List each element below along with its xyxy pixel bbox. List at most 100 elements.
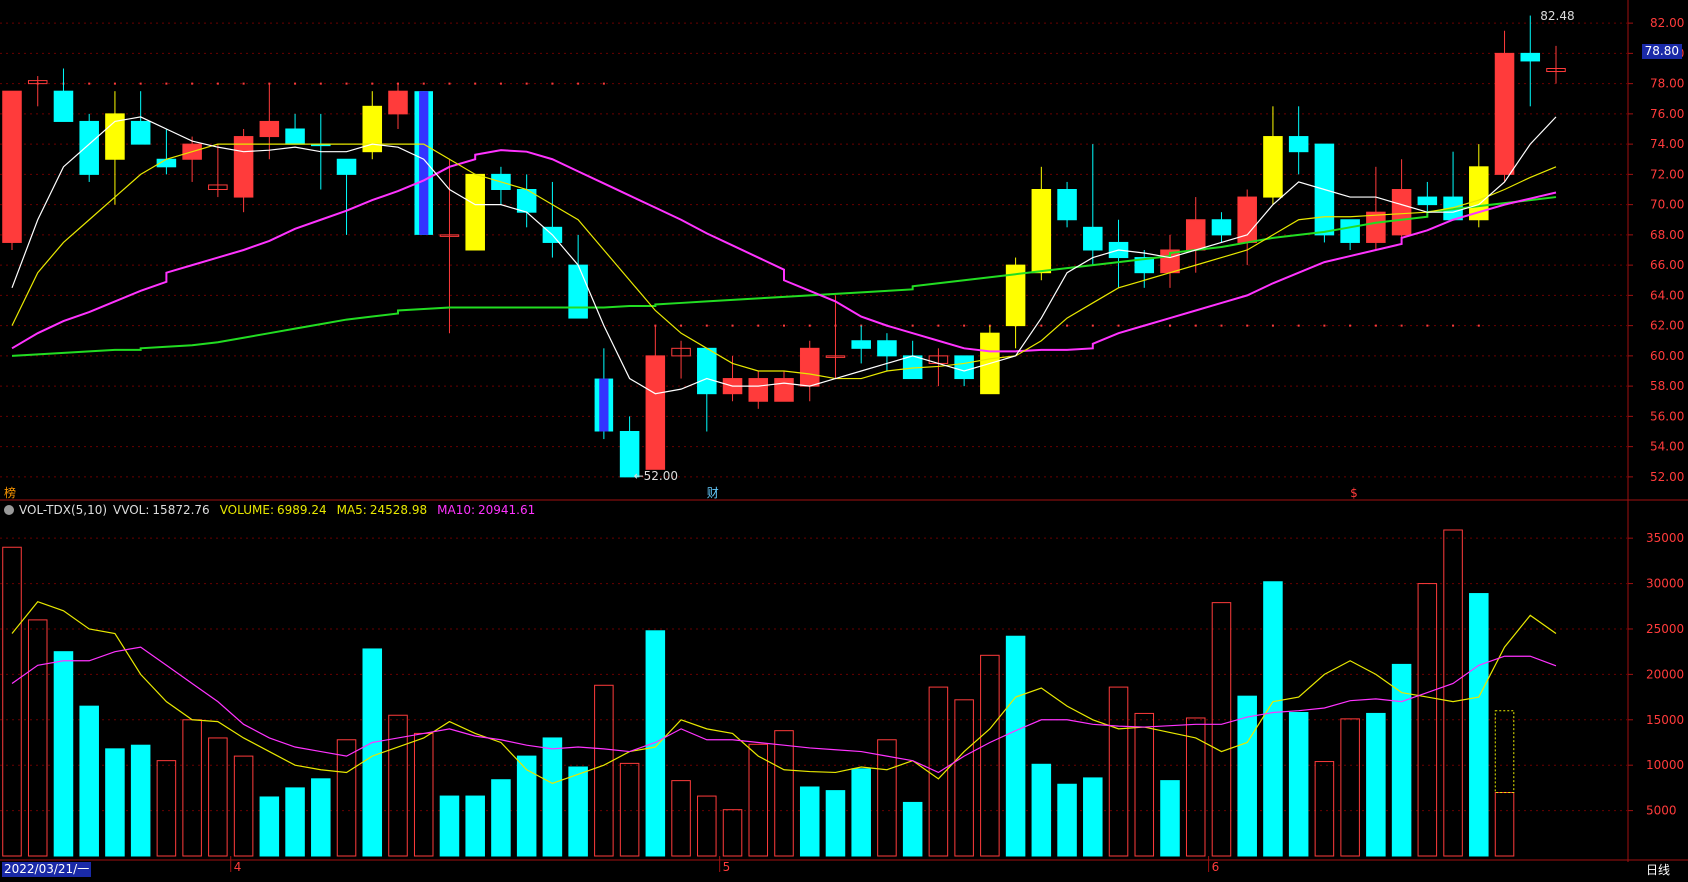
volume-bar <box>825 790 846 857</box>
support-dot <box>1452 324 1455 327</box>
volume-bar <box>1340 718 1360 857</box>
month-label: 6 <box>1212 860 1220 874</box>
support-dot <box>1220 324 1223 327</box>
resistance-dot <box>294 82 297 85</box>
volume-bar <box>980 654 1000 857</box>
volume-tick-label: 30000 <box>1646 577 1684 591</box>
month-label: 5 <box>723 860 731 874</box>
candle-body <box>27 80 48 85</box>
volume-bar <box>645 630 666 857</box>
volume-bar <box>130 744 151 857</box>
price-tick-label: 70.00 <box>1650 198 1684 212</box>
candle-body <box>825 355 846 358</box>
support-dot <box>1323 324 1326 327</box>
volume-bar <box>27 619 48 857</box>
volume-bar <box>182 719 202 857</box>
candle-body <box>2 90 22 243</box>
settings-dot-icon[interactable] <box>4 505 14 515</box>
candle-body <box>79 120 99 175</box>
resistance-dot <box>88 82 91 85</box>
volume-bar <box>1288 712 1309 857</box>
indicator-name: VOL-TDX(5,10) <box>19 503 108 517</box>
volume-ma10-line <box>11 646 1557 774</box>
candle-body <box>1134 257 1155 274</box>
volume-bar <box>259 796 280 857</box>
high-price-label: 82.48 <box>1540 9 1574 23</box>
volume-bar <box>208 737 228 857</box>
candle-body <box>774 378 794 402</box>
volume-bar <box>2 546 22 857</box>
candle-body <box>1083 226 1103 251</box>
volume-bar <box>388 714 408 857</box>
price-tick-label: 72.00 <box>1650 167 1684 181</box>
candle-body <box>130 120 151 145</box>
candle-body <box>645 355 666 470</box>
resistance-dot <box>551 82 554 85</box>
candle-body <box>1340 219 1360 243</box>
price-tick-label: 76.00 <box>1650 107 1684 121</box>
period-label[interactable]: 日线 <box>1645 863 1670 877</box>
vol-ma10-label: MA10: <box>437 503 475 517</box>
support-dot <box>1169 324 1171 327</box>
volume-bar <box>1237 695 1257 857</box>
vol-ma5-label: MA5: <box>336 503 367 517</box>
volume-bar <box>542 737 563 857</box>
volume-bar <box>1366 712 1386 857</box>
candle-body <box>1263 136 1283 198</box>
candle-body <box>877 340 897 357</box>
price-tick-label: 74.00 <box>1650 137 1684 151</box>
candle-body <box>1520 52 1541 62</box>
resistance-dot <box>448 82 451 85</box>
ma5-line <box>11 116 1557 395</box>
volume-bar <box>1083 777 1103 857</box>
resistance-dot <box>345 82 348 85</box>
volume-tick-label: 10000 <box>1646 758 1684 772</box>
candle-body <box>1211 219 1232 236</box>
volume-bar <box>413 732 434 857</box>
resistance-dot <box>242 82 245 85</box>
candle-body <box>1288 136 1309 153</box>
resistance-dot <box>139 82 142 85</box>
candle-body <box>53 90 74 122</box>
support-dot <box>1091 324 1094 327</box>
volume-ma5-line <box>11 601 1557 785</box>
support-dot <box>705 324 708 327</box>
volume-bar <box>465 795 485 857</box>
volume-bar <box>439 795 460 857</box>
support-dot <box>757 324 760 327</box>
volume-bar <box>156 760 177 857</box>
candle-body <box>388 90 408 115</box>
price-tick-label: 64.00 <box>1650 288 1684 302</box>
support-dot <box>1400 324 1403 327</box>
volume-bar <box>1263 581 1283 857</box>
volume-panel[interactable] <box>2 529 1557 857</box>
price-tick-label: 60.00 <box>1650 349 1684 363</box>
candle-body <box>748 378 769 402</box>
price-tick-label: 78.00 <box>1650 77 1684 91</box>
volume-bar <box>697 795 717 857</box>
volume-bar <box>1211 602 1232 857</box>
support-dot <box>1374 324 1377 327</box>
price-panel[interactable] <box>2 15 1566 478</box>
volume-bar <box>1160 780 1180 857</box>
volume-bar <box>285 787 305 857</box>
ma60-line <box>11 196 1557 357</box>
candle-body <box>697 347 717 395</box>
support-dot <box>1066 324 1069 327</box>
volume-bar <box>1417 583 1438 857</box>
candle-body <box>1366 211 1386 243</box>
support-dot <box>1271 324 1274 327</box>
support-dot <box>1426 324 1429 327</box>
candle-body <box>619 431 640 478</box>
candle-body <box>362 105 383 153</box>
resistance-dot <box>474 82 477 85</box>
volume-bar <box>1031 763 1052 857</box>
volume-bar <box>619 762 640 857</box>
volume-projection <box>1494 710 1515 794</box>
candle-body <box>799 347 820 387</box>
support-dot <box>963 324 966 327</box>
candle-body <box>259 120 280 138</box>
volume-bar <box>362 648 383 857</box>
